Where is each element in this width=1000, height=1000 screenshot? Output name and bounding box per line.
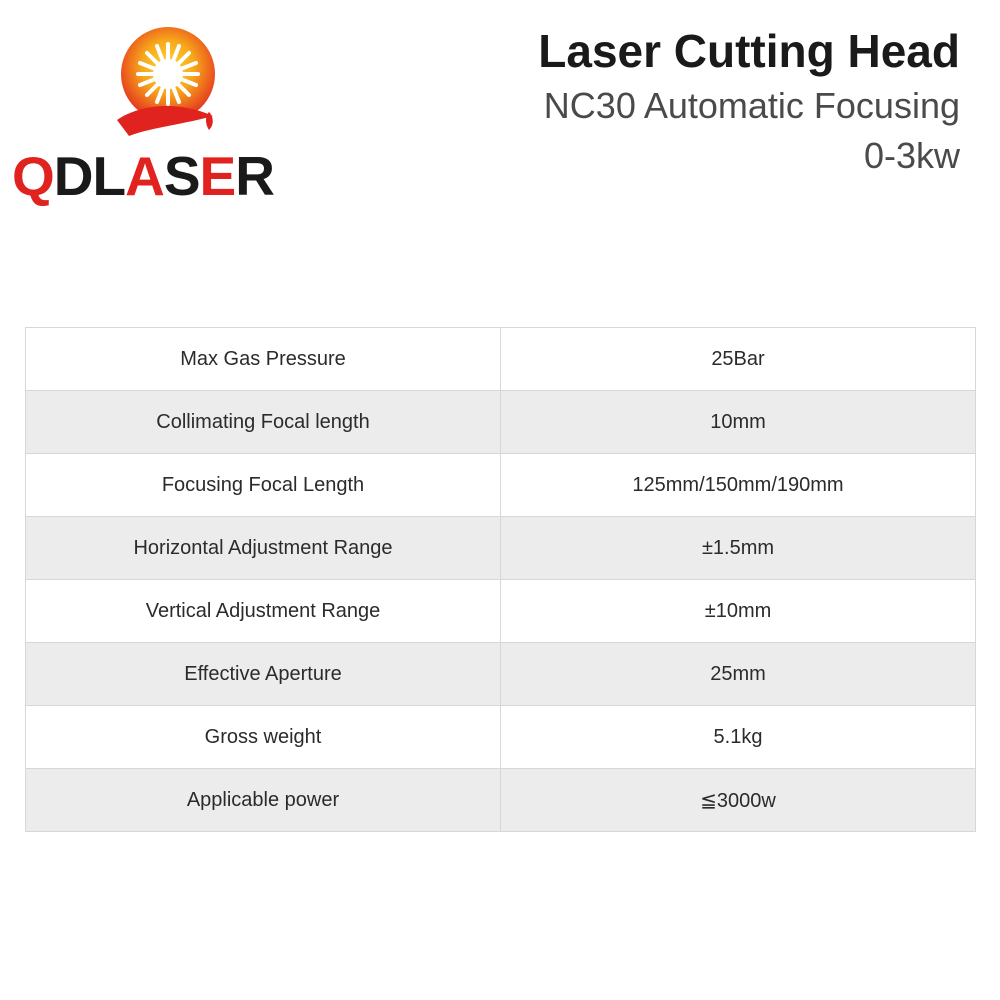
spec-value: ±1.5mm (500, 516, 976, 580)
spec-value: ≦3000w (500, 768, 976, 832)
spec-label: Gross weight (25, 705, 501, 769)
page-title: Laser Cutting Head (538, 25, 960, 77)
brand-letter-r: R (235, 145, 275, 207)
table-row: Max Gas Pressure 25Bar (25, 327, 976, 391)
spec-label: Focusing Focal Length (25, 453, 501, 517)
brand-wordmark: QDLASER (12, 146, 342, 206)
spec-label: Vertical Adjustment Range (25, 579, 501, 643)
table-row: Focusing Focal Length 125mm/150mm/190mm (25, 453, 976, 517)
sun-burst-logo-icon (109, 24, 227, 142)
spec-label: Effective Aperture (25, 642, 501, 706)
table-row: Applicable power ≦3000w (25, 768, 976, 832)
spec-value: 10mm (500, 390, 976, 454)
table-row: Gross weight 5.1kg (25, 705, 976, 769)
page-subtitle: NC30 Automatic Focusing (543, 85, 960, 126)
table-row: Vertical Adjustment Range ±10mm (25, 579, 976, 643)
spec-value: ±10mm (500, 579, 976, 643)
spec-value: 25Bar (500, 327, 976, 391)
spec-label: Horizontal Adjustment Range (25, 516, 501, 580)
table-row: Collimating Focal length 10mm (25, 390, 976, 454)
spec-value: 5.1kg (500, 705, 976, 769)
brand-block: QDLASER (12, 18, 342, 208)
spec-label: Collimating Focal length (25, 390, 501, 454)
spec-value: 25mm (500, 642, 976, 706)
spec-label: Max Gas Pressure (25, 327, 501, 391)
brand-letter-s: S (163, 145, 201, 207)
brand-letter-d: D (53, 145, 94, 207)
page-header: QDLASER Laser Cutting Head NC30 Automati… (0, 0, 1000, 240)
brand-letter-q: Q (12, 145, 55, 207)
brand-letter-l: L (92, 145, 127, 207)
table-row: Horizontal Adjustment Range ±1.5mm (25, 516, 976, 580)
brand-letter-e: E (199, 145, 237, 207)
brand-letter-a: A (125, 145, 165, 207)
table-row: Effective Aperture 25mm (25, 642, 976, 706)
specification-table: Max Gas Pressure 25Bar Collimating Focal… (25, 327, 976, 832)
page-subtitle-power: 0-3kw (863, 135, 960, 176)
spec-value: 125mm/150mm/190mm (500, 453, 976, 517)
title-block: Laser Cutting Head NC30 Automatic Focusi… (300, 22, 960, 180)
spec-label: Applicable power (25, 768, 501, 832)
specification-table-body: Max Gas Pressure 25Bar Collimating Focal… (25, 327, 976, 832)
